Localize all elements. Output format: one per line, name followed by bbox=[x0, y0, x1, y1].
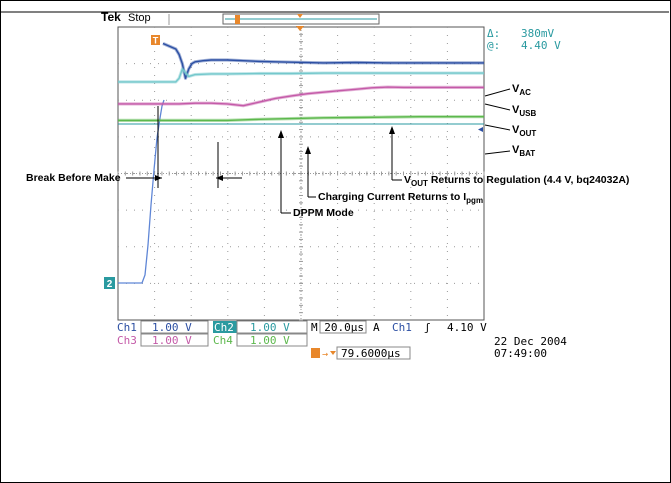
trace-vusb bbox=[118, 68, 484, 83]
signal-label-vbat: VBAT bbox=[484, 144, 535, 158]
cursor-at-label: @: bbox=[487, 39, 500, 52]
trigger-time-arrow bbox=[296, 26, 304, 31]
ch4-scale: 1.00 V bbox=[250, 334, 290, 347]
trigger-offset-marker bbox=[311, 348, 320, 358]
svg-text:VOUT Returns to Regulation (4.: VOUT Returns to Regulation (4.4 V, bq240… bbox=[404, 174, 629, 188]
cursor-arrow bbox=[478, 127, 483, 132]
trigger-source: Ch1 bbox=[392, 321, 412, 334]
ch4-label: Ch4 bbox=[213, 334, 233, 347]
ch3-scale: 1.00 V bbox=[152, 334, 192, 347]
trigger-level: 4.10 V bbox=[447, 321, 487, 334]
svg-text:VBAT: VBAT bbox=[512, 144, 535, 158]
cursor-delta-value: 380mV bbox=[521, 27, 554, 40]
cursor-at-value: 4.40 V bbox=[521, 39, 561, 52]
ch2-scale: 1.00 V bbox=[250, 321, 290, 334]
trigger-position-arrow bbox=[297, 14, 303, 18]
svg-text:→: → bbox=[322, 349, 328, 360]
trace-vout bbox=[118, 86, 484, 107]
trigger-t-marker: T bbox=[151, 35, 160, 46]
cursor-delta-label: Δ: bbox=[487, 27, 500, 40]
status-panel: Ch1 1.00 V Ch2 1.00 V M 20.0µs A Ch1 ʃ 4… bbox=[117, 320, 567, 360]
graticule bbox=[117, 26, 485, 321]
annotation-dppm-mode: DPPM Mode bbox=[278, 130, 354, 219]
annotation-vout-regulation: VOUT Returns to Regulation (4.4 V, bq240… bbox=[389, 126, 629, 188]
capture-date: 22 Dec 2004 bbox=[494, 335, 567, 348]
svg-text:DPPM Mode: DPPM Mode bbox=[293, 207, 354, 219]
signal-traces bbox=[118, 42, 484, 123]
svg-text:Charging Current Returns to Ip: Charging Current Returns to Ipgm bbox=[318, 191, 483, 205]
ch3-label: Ch3 bbox=[117, 334, 137, 347]
channel-2-marker: 2 bbox=[104, 277, 115, 290]
annotation-charging-current: Charging Current Returns to Ipgm bbox=[305, 146, 483, 205]
brand-label: Tek bbox=[101, 10, 121, 24]
record-trigger-marker bbox=[235, 15, 240, 24]
acquisition-state: Stop bbox=[128, 12, 151, 24]
svg-text:VOUT: VOUT bbox=[512, 124, 536, 138]
svg-text:Break Before Make: Break Before Make bbox=[26, 172, 121, 184]
trace-vbat bbox=[118, 115, 484, 122]
svg-text:VAC: VAC bbox=[512, 83, 531, 97]
trigger-slope: ʃ bbox=[424, 321, 431, 334]
signal-label-vout: VOUT bbox=[484, 124, 536, 138]
signal-label-vusb: VUSB bbox=[484, 103, 536, 118]
ch1-label: Ch1 bbox=[117, 321, 137, 334]
capture-time: 07:49:00 bbox=[494, 347, 547, 360]
svg-text:VUSB: VUSB bbox=[512, 104, 536, 118]
ch2-label: Ch2 bbox=[214, 321, 234, 334]
ch1-scale: 1.00 V bbox=[152, 321, 192, 334]
trigger-mode: A bbox=[373, 321, 380, 334]
annotation-break-before-make: Break Before Make bbox=[26, 106, 242, 188]
trigger-offset: 79.6000µs bbox=[341, 347, 401, 360]
signal-label-vac: VAC bbox=[484, 83, 531, 97]
timebase: M 20.0µs bbox=[311, 321, 364, 334]
record-position-bar bbox=[222, 13, 380, 25]
svg-text:T: T bbox=[153, 36, 159, 46]
ch2-step-trace bbox=[118, 99, 165, 284]
svg-text:2: 2 bbox=[107, 279, 113, 290]
trace-vac bbox=[162, 42, 484, 80]
